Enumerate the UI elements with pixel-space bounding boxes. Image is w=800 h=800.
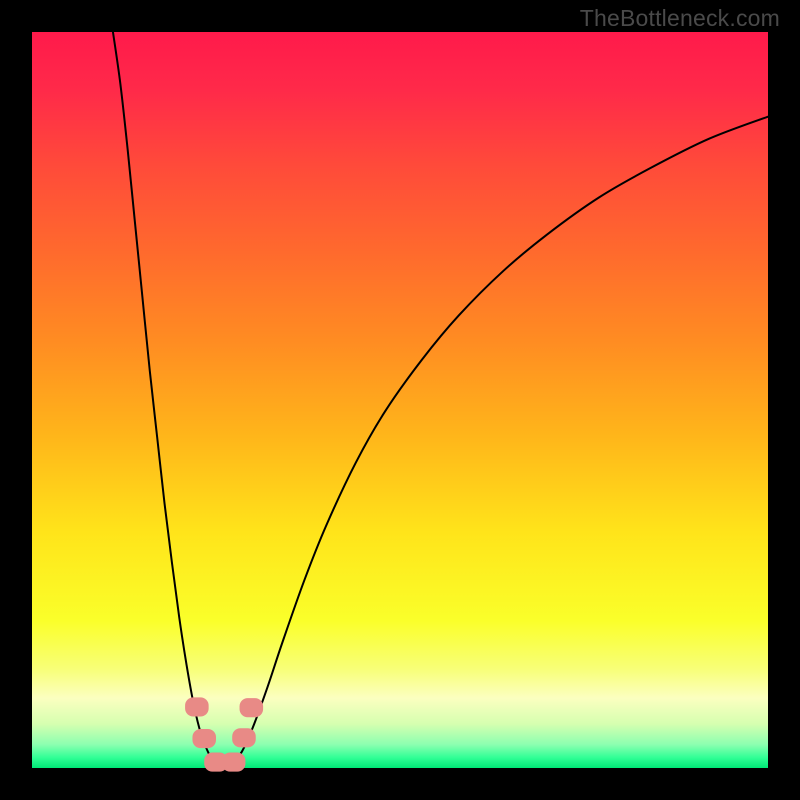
marker-point <box>232 728 256 747</box>
marker-point <box>185 697 209 716</box>
marker-point <box>222 753 246 772</box>
marker-point <box>240 698 264 717</box>
curve-right <box>222 117 768 768</box>
marker-point <box>192 729 216 748</box>
plot-svg <box>32 32 768 768</box>
watermark-text: TheBottleneck.com <box>580 5 780 32</box>
curve-left <box>113 32 222 768</box>
plot-area <box>32 32 768 768</box>
chart-frame: TheBottleneck.com <box>0 0 800 800</box>
